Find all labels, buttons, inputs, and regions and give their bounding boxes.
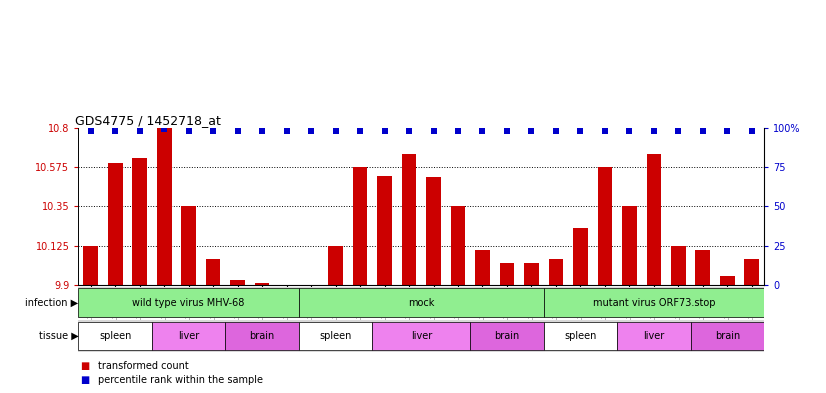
Point [648,128,661,134]
Bar [78,322,152,350]
Bar [206,259,221,285]
Text: tissue ▶: tissue ▶ [39,331,78,341]
Point [549,128,563,134]
Bar [157,128,172,285]
Point [598,128,611,134]
Point [574,128,587,134]
Point [525,128,538,134]
Point [696,128,710,134]
Point [354,128,367,134]
Bar [470,322,544,350]
Bar [132,158,147,285]
Bar [671,246,686,285]
Point [427,128,440,134]
Bar [617,322,691,350]
Point [402,128,415,134]
Point [745,128,758,134]
Bar [622,206,637,285]
Bar [225,322,299,350]
Point [329,128,342,134]
Bar [544,322,617,350]
Point [721,128,734,134]
Bar [524,263,539,285]
Bar [500,263,515,285]
Bar [401,154,416,285]
Text: spleen: spleen [99,331,131,341]
Bar [230,280,245,285]
Text: mock: mock [408,298,434,308]
Text: ■: ■ [80,375,89,385]
Bar [299,322,373,350]
Bar [83,246,98,285]
Bar [152,322,225,350]
Point [231,128,244,134]
Bar [451,206,465,285]
Bar [475,250,490,285]
Text: spleen: spleen [320,331,352,341]
Text: wild type virus MHV-68: wild type virus MHV-68 [132,298,244,308]
Point [672,128,685,134]
Bar [78,288,299,317]
Bar [691,322,764,350]
Text: mutant virus ORF73.stop: mutant virus ORF73.stop [592,298,715,308]
Bar [744,259,759,285]
Bar [544,288,764,317]
Text: brain: brain [714,331,740,341]
Point [305,128,318,134]
Bar [328,246,343,285]
Bar [597,167,612,285]
Bar [108,163,122,285]
Text: GDS4775 / 1452718_at: GDS4775 / 1452718_at [75,114,221,127]
Point [84,128,97,134]
Bar [647,154,661,285]
Point [280,128,293,134]
Bar [353,167,368,285]
Bar [548,259,563,285]
Point [451,128,464,134]
Point [182,128,195,134]
Point [476,128,489,134]
Text: liver: liver [178,331,199,341]
Text: infection ▶: infection ▶ [26,298,78,308]
Text: liver: liver [643,331,664,341]
Point [133,128,146,134]
Bar [695,250,710,285]
Text: ■: ■ [80,361,89,371]
Text: spleen: spleen [564,331,596,341]
Point [206,128,220,134]
Text: liver: liver [411,331,432,341]
Bar [377,176,392,285]
Point [378,128,392,134]
Text: brain: brain [494,331,520,341]
Text: percentile rank within the sample: percentile rank within the sample [98,375,263,385]
Bar [426,176,441,285]
Text: transformed count: transformed count [98,361,189,371]
Point [623,128,636,134]
Bar [373,322,470,350]
Point [255,128,268,134]
Bar [299,288,544,317]
Point [158,126,171,132]
Bar [720,276,734,285]
Text: brain: brain [249,331,275,341]
Bar [573,228,588,285]
Point [501,128,514,134]
Bar [182,206,196,285]
Bar [254,283,269,285]
Point [108,128,121,134]
